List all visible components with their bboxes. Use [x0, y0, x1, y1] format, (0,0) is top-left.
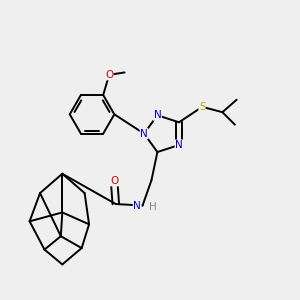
Text: N: N	[133, 200, 141, 211]
Text: S: S	[199, 102, 206, 112]
Text: N: N	[140, 129, 148, 139]
Text: O: O	[110, 176, 118, 186]
Text: H: H	[149, 202, 157, 212]
Text: N: N	[154, 110, 161, 120]
Text: O: O	[105, 70, 113, 80]
Text: N: N	[175, 140, 183, 150]
